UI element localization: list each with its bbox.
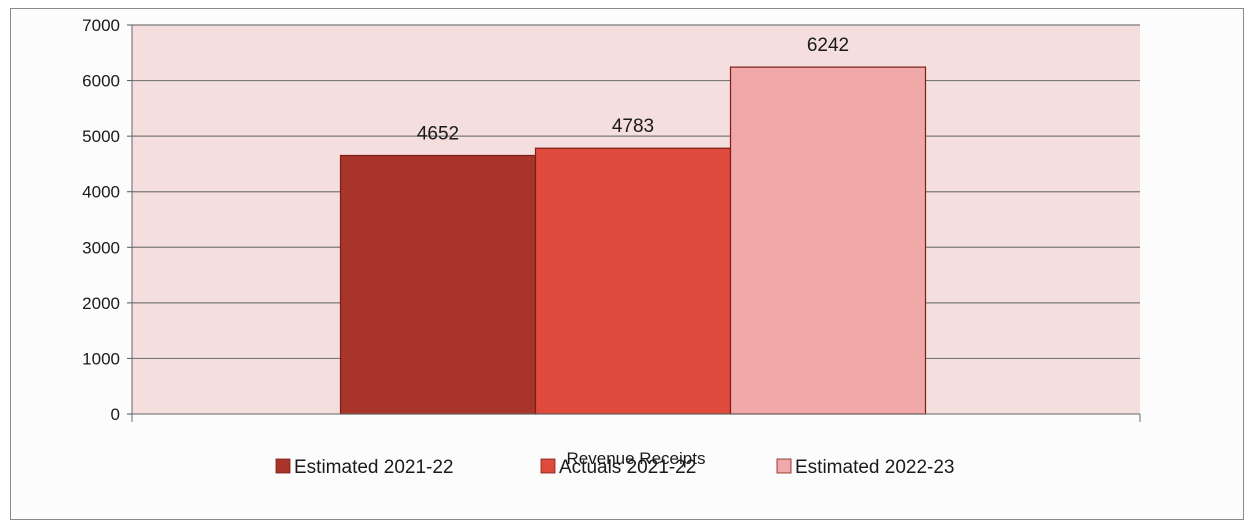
y-tick-label: 0 bbox=[111, 405, 120, 424]
data-labels: 4652 4783 6242 bbox=[417, 35, 849, 144]
y-tick-label: 5000 bbox=[82, 127, 120, 146]
x-category-label: Revenue Receipts bbox=[567, 449, 706, 468]
y-tick-label: 7000 bbox=[82, 16, 120, 35]
y-tick-label: 2000 bbox=[82, 294, 120, 313]
legend-swatch bbox=[275, 458, 291, 474]
data-label: 4783 bbox=[612, 116, 654, 137]
data-label: 4652 bbox=[417, 123, 459, 144]
y-tick-label: 3000 bbox=[82, 238, 120, 257]
legend-label: Estimated 2022-23 bbox=[795, 457, 955, 478]
legend-swatch bbox=[540, 458, 556, 474]
y-tick-label: 1000 bbox=[82, 349, 120, 368]
bar-estimated-2021-22 bbox=[339, 154, 537, 415]
legend: Estimated 2021-22 Actuals 2021-22 Estimate… bbox=[275, 457, 955, 478]
legend-label: Actuals 2021-22 bbox=[559, 457, 696, 478]
legend-swatch bbox=[776, 458, 792, 474]
legend-label: Estimated 2021-22 bbox=[294, 457, 454, 478]
axes: 0 1000 2000 3000 4000 5000 6000 7000 Revenue Rec… bbox=[82, 16, 1141, 468]
bar-actuals-2021-22 bbox=[534, 147, 732, 415]
data-label: 6242 bbox=[807, 35, 849, 56]
y-tick-label: 6000 bbox=[82, 72, 120, 91]
bar-estimated-2022-23 bbox=[729, 66, 927, 415]
y-tick-label: 4000 bbox=[82, 183, 120, 202]
